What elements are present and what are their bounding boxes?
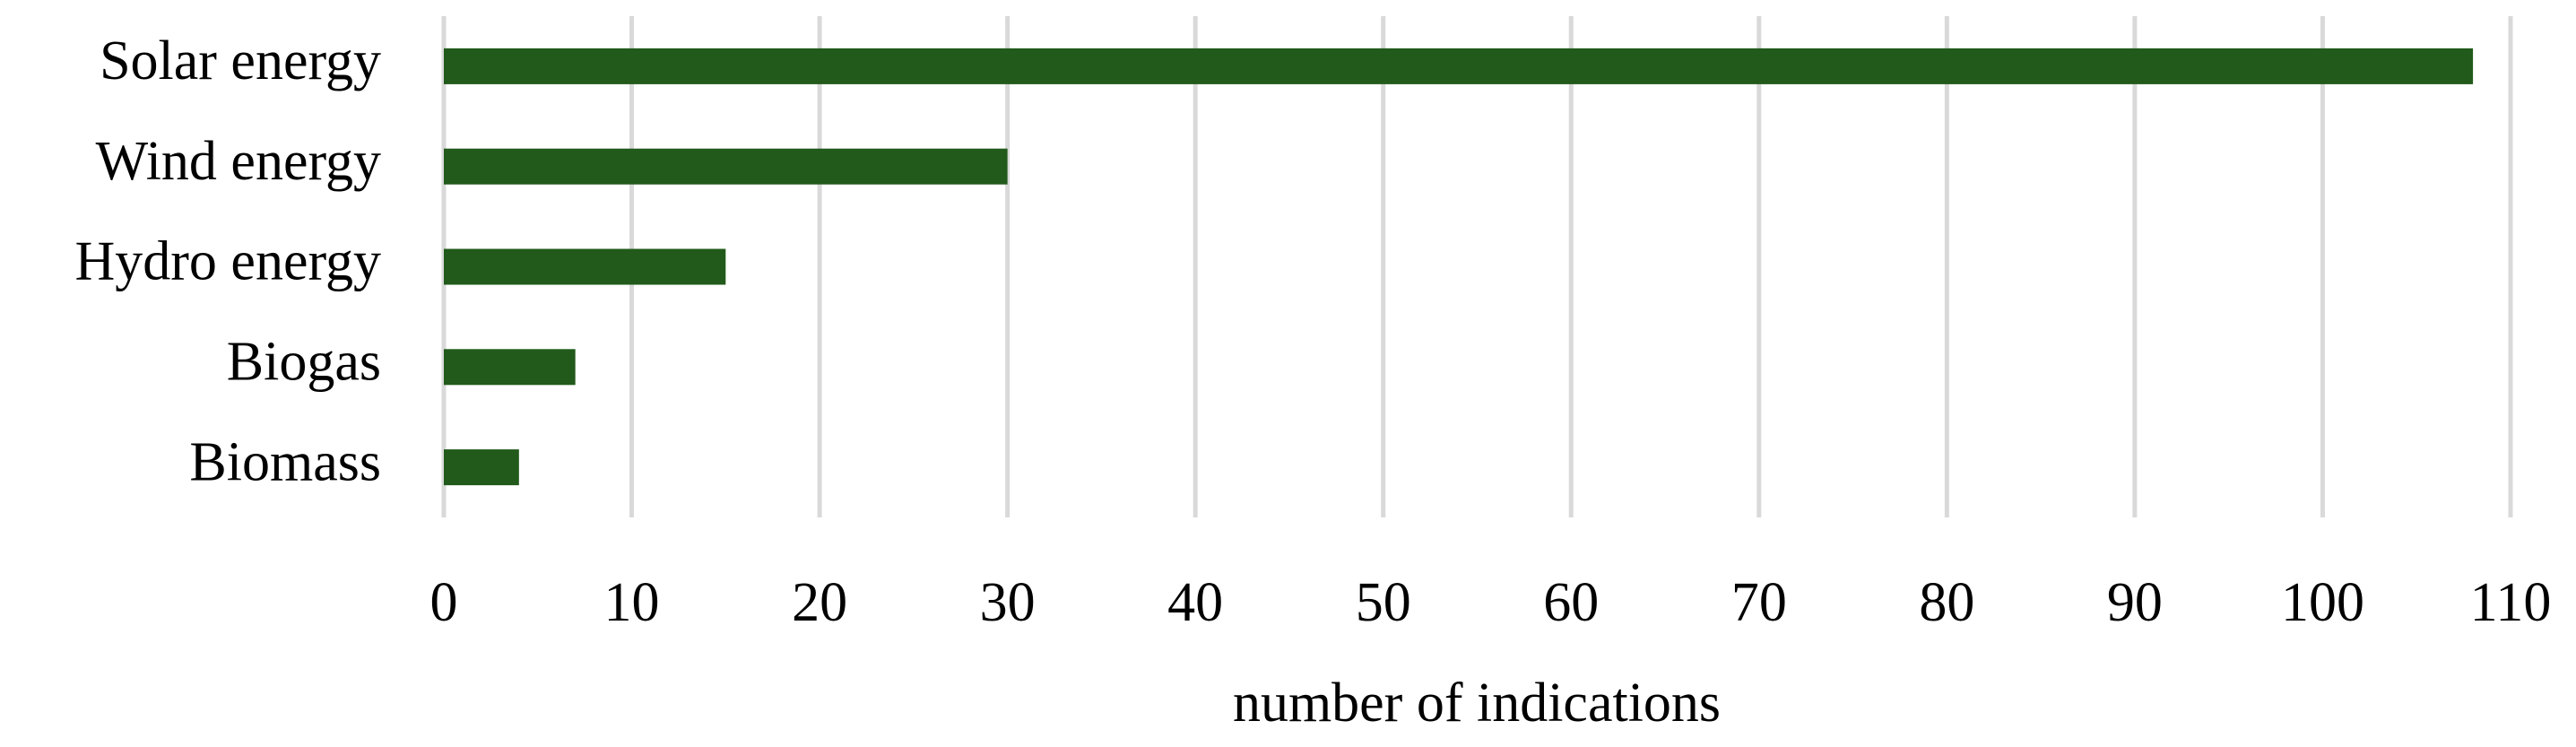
x-tick-label: 110 — [2470, 572, 2552, 633]
y-tick-label: Biogas — [227, 332, 381, 393]
bar — [444, 449, 519, 486]
bar — [444, 248, 726, 285]
x-axis-title: number of indications — [1233, 673, 1721, 734]
x-tick-label: 40 — [1167, 572, 1223, 633]
x-tick-label: 20 — [792, 572, 847, 633]
bar — [444, 349, 576, 386]
x-tick-label: 80 — [1919, 572, 1974, 633]
bar — [444, 48, 2474, 84]
y-tick-label: Hydro energy — [75, 231, 381, 292]
x-tick-label: 30 — [980, 572, 1036, 633]
x-tick-label: 10 — [604, 572, 660, 633]
x-tick-label: 70 — [1731, 572, 1787, 633]
x-tick-label: 60 — [1543, 572, 1599, 633]
x-tick-label: 90 — [2107, 572, 2163, 633]
y-tick-label: Wind energy — [96, 131, 381, 192]
x-tick-label: 0 — [430, 572, 458, 633]
x-tick-label: 100 — [2281, 572, 2364, 633]
x-tick-label: 50 — [1356, 572, 1411, 633]
y-tick-label: Biomass — [189, 431, 381, 492]
y-tick-label: Solar energy — [100, 30, 381, 91]
bar — [444, 148, 1008, 185]
